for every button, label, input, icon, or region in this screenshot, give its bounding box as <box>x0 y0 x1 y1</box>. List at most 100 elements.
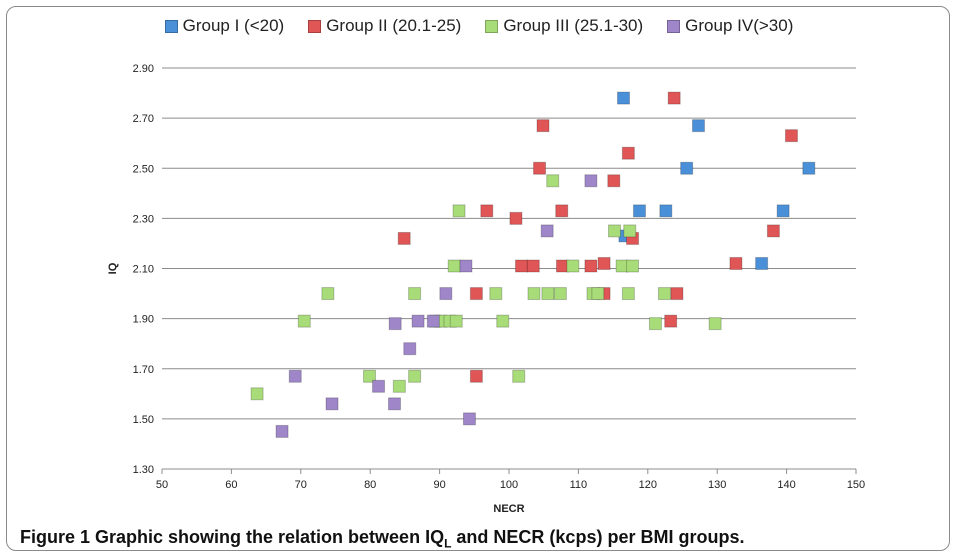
data-point-group-3 <box>626 259 640 273</box>
data-point-group-1 <box>691 119 705 133</box>
legend-label-group-4: Group IV(>30) <box>685 16 794 35</box>
data-point-group-1 <box>755 256 769 270</box>
data-point-group-4 <box>426 314 440 328</box>
legend-swatch-group-3 <box>485 19 499 33</box>
data-point-group-1 <box>659 204 673 218</box>
data-point-group-4 <box>584 174 598 188</box>
y-tick-label: 1.50 <box>133 414 154 426</box>
legend-swatch-group-2 <box>308 19 322 33</box>
data-point-group-1 <box>802 161 816 175</box>
x-tick-label: 100 <box>500 479 518 491</box>
caption-subscript: L <box>444 536 452 551</box>
data-point-group-2 <box>607 174 621 188</box>
data-point-group-4 <box>439 287 453 301</box>
y-tick-label: 2.50 <box>133 163 154 175</box>
data-point-group-1 <box>632 204 646 218</box>
data-point-group-3 <box>449 314 463 328</box>
legend-item-group-1: Group I (<20) <box>164 16 285 36</box>
x-tick-label: 150 <box>847 479 865 491</box>
x-tick-label: 50 <box>156 479 168 491</box>
caption-text-2: and NECR (kcps) per BMI groups. <box>451 527 745 547</box>
y-tick-label: 1.70 <box>133 364 154 376</box>
data-point-group-1 <box>680 161 694 175</box>
y-tick-label: 2.70 <box>133 113 154 125</box>
data-point-group-3 <box>541 287 555 301</box>
data-point-group-2 <box>784 129 798 143</box>
data-point-group-3 <box>607 224 621 238</box>
x-tick-label: 140 <box>777 479 795 491</box>
data-point-group-2 <box>526 259 540 273</box>
legend-item-group-2: Group II (20.1-25) <box>308 16 461 36</box>
data-point-group-2 <box>533 161 547 175</box>
caption-label: Figure 1 <box>20 527 91 547</box>
data-point-group-2 <box>480 204 494 218</box>
data-point-group-2 <box>766 224 780 238</box>
data-point-group-4 <box>387 397 401 411</box>
data-point-group-3 <box>527 287 541 301</box>
y-tick-label: 2.30 <box>133 213 154 225</box>
data-point-group-4 <box>462 412 476 426</box>
data-point-group-3 <box>297 314 311 328</box>
data-point-group-2 <box>536 119 550 133</box>
x-axis-label: NECR <box>493 503 524 515</box>
data-point-group-4 <box>403 342 417 356</box>
data-point-group-3 <box>363 369 377 383</box>
legend-label-group-2: Group II (20.1-25) <box>326 16 462 35</box>
data-point-group-3 <box>708 317 722 331</box>
data-point-group-4 <box>288 369 302 383</box>
y-tick-label: 1.90 <box>133 314 154 326</box>
y-tick-label: 2.90 <box>133 63 154 75</box>
data-point-group-2 <box>584 259 598 273</box>
data-point-group-3 <box>621 287 635 301</box>
x-tick-label: 130 <box>708 479 726 491</box>
legend-item-group-3: Group III (25.1-30) <box>485 16 643 36</box>
data-point-group-1 <box>776 204 790 218</box>
legend-label-group-1: Group I (<20) <box>182 16 285 35</box>
data-point-group-1 <box>617 91 631 105</box>
y-tick-label: 2.10 <box>133 264 154 276</box>
caption-text-1: Graphic showing the relation between IQ <box>90 527 445 547</box>
data-point-group-4 <box>325 397 339 411</box>
data-point-group-4 <box>372 379 386 393</box>
data-point-group-3 <box>591 287 605 301</box>
data-point-group-2 <box>509 211 523 225</box>
figure-frame <box>6 6 950 551</box>
x-tick-label: 80 <box>364 479 376 491</box>
legend-label-group-3: Group III (25.1-30) <box>503 16 644 35</box>
data-point-group-2 <box>664 314 678 328</box>
x-tick-label: 120 <box>639 479 657 491</box>
figure-caption: Figure 1 Graphic showing the relation be… <box>20 527 744 551</box>
data-point-group-3 <box>512 369 526 383</box>
data-point-group-2 <box>597 256 611 270</box>
data-point-group-3 <box>408 369 422 383</box>
x-tick-label: 70 <box>295 479 307 491</box>
x-tick-label: 110 <box>570 479 588 491</box>
data-point-group-2 <box>514 259 528 273</box>
data-point-group-3 <box>408 287 422 301</box>
data-point-group-3 <box>250 387 264 401</box>
legend-swatch-group-4 <box>667 19 681 33</box>
data-point-group-2 <box>667 91 681 105</box>
data-point-group-4 <box>275 424 289 438</box>
data-point-group-3 <box>452 204 466 218</box>
x-tick-label: 60 <box>225 479 237 491</box>
data-point-group-3 <box>623 224 637 238</box>
data-point-group-3 <box>566 259 580 273</box>
data-point-group-4 <box>540 224 554 238</box>
data-point-group-4 <box>459 259 473 273</box>
data-point-group-3 <box>447 259 461 273</box>
data-point-group-3 <box>546 174 560 188</box>
y-axis-label: IQ <box>107 262 119 274</box>
x-tick-label: 90 <box>433 479 445 491</box>
data-point-group-2 <box>670 287 684 301</box>
data-point-group-4 <box>388 317 402 331</box>
legend-item-group-4: Group IV(>30) <box>667 16 793 36</box>
data-point-group-2 <box>469 287 483 301</box>
legend-swatch-group-1 <box>164 19 178 33</box>
data-point-group-2 <box>469 369 483 383</box>
data-point-group-3 <box>392 379 406 393</box>
data-point-group-3 <box>648 317 662 331</box>
data-point-group-2 <box>397 231 411 245</box>
data-point-group-3 <box>657 287 671 301</box>
